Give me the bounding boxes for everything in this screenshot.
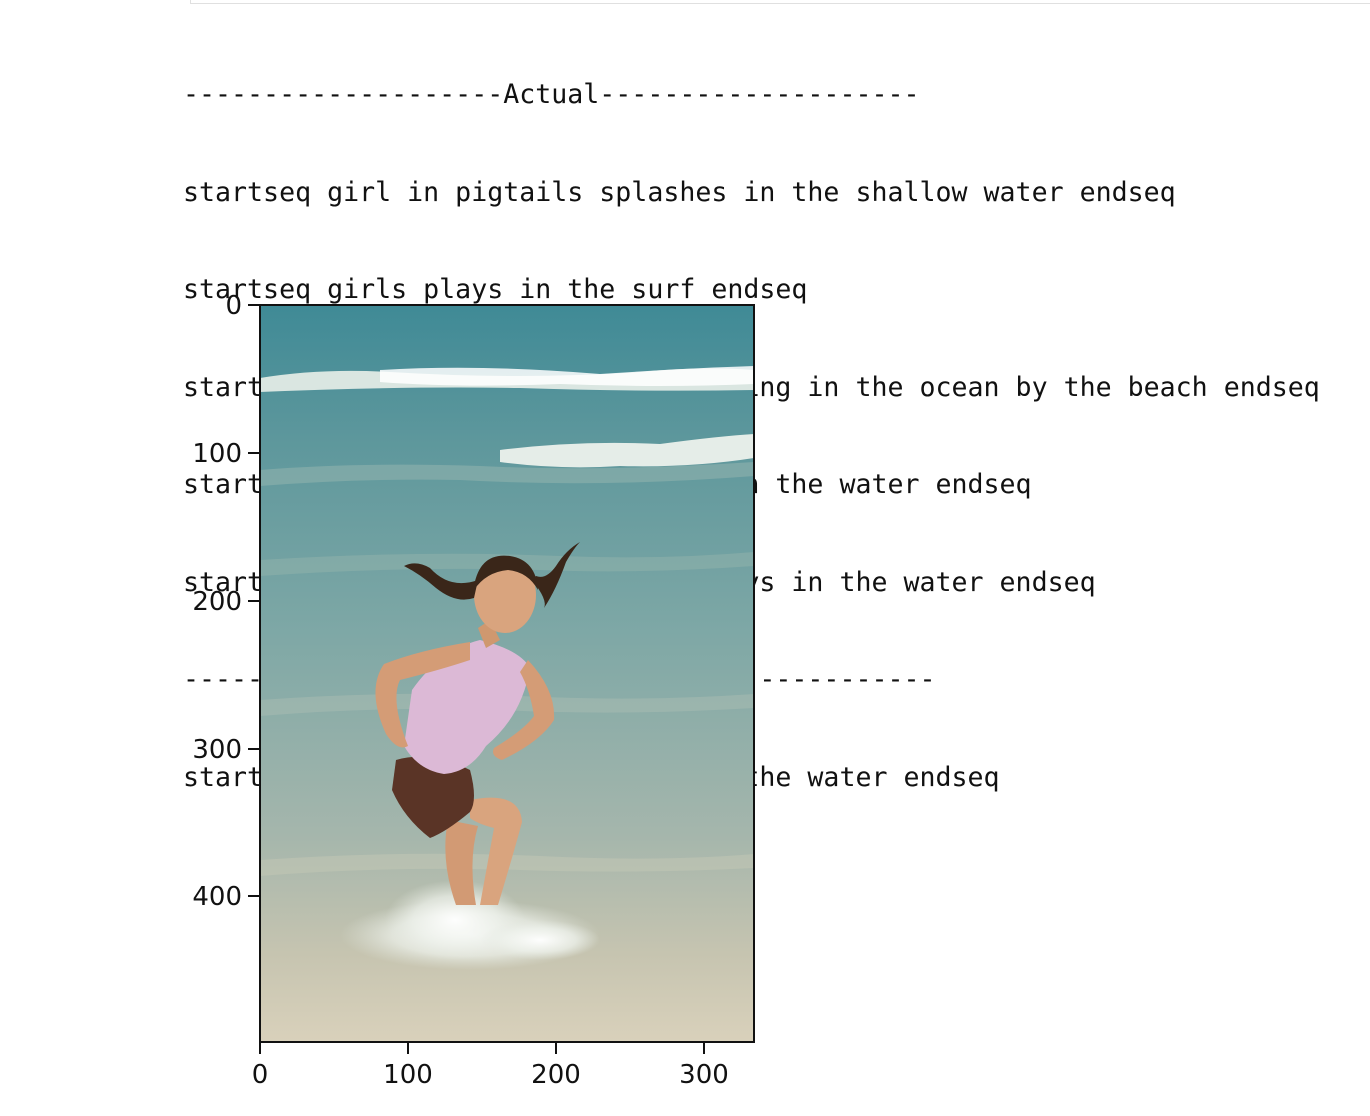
y-tick-label-0: 0: [225, 291, 242, 321]
x-tick-label-200: 200: [531, 1060, 581, 1090]
y-tick-label-400: 400: [192, 882, 242, 912]
y-axis: 0 100 200 300 400: [192, 291, 260, 912]
cell-top-border: [190, 0, 1370, 4]
x-tick-label-0: 0: [252, 1060, 269, 1090]
x-axis: 0 100 200 300: [252, 1042, 729, 1090]
y-tick-label-300: 300: [192, 735, 242, 765]
y-tick-label-100: 100: [192, 439, 242, 469]
y-tick-label-200: 200: [192, 587, 242, 617]
photo-beach-girl: [260, 305, 754, 1042]
actual-separator: --------------------Actual--------------…: [183, 79, 920, 110]
x-tick-label-100: 100: [383, 1060, 433, 1090]
axes-frame: [259, 304, 755, 1043]
actual-caption-2: startseq girls plays in the surf endseq: [183, 274, 808, 305]
actual-caption-1: startseq girl in pigtails splashes in th…: [183, 176, 1176, 208]
x-tick-label-300: 300: [679, 1060, 729, 1090]
